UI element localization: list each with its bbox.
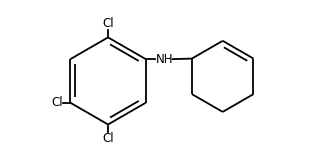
Text: NH: NH bbox=[156, 53, 174, 66]
Text: Cl: Cl bbox=[102, 132, 114, 145]
Text: Cl: Cl bbox=[51, 96, 62, 109]
Text: Cl: Cl bbox=[102, 17, 114, 30]
